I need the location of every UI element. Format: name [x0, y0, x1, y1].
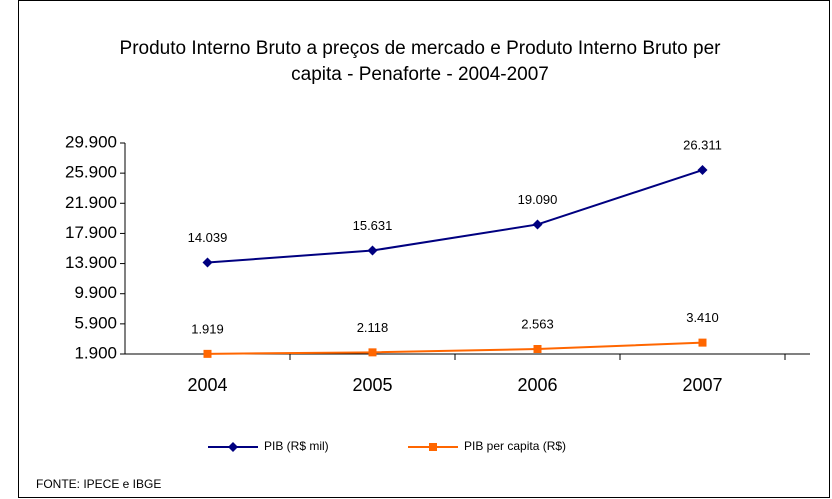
y-tick-label: 17.900 [65, 223, 117, 242]
data-label: 14.039 [188, 230, 228, 245]
data-label: 26.311 [683, 137, 722, 152]
point [368, 348, 377, 357]
point [367, 245, 378, 256]
y-tick-label: 29.900 [65, 132, 117, 151]
y-tick-label: 9.900 [74, 283, 117, 302]
series-line [207, 169, 703, 264]
x-tick-label: 2004 [187, 375, 227, 395]
data-label: 19.090 [518, 192, 558, 207]
legend-marker [228, 442, 238, 452]
y-tick-label: 25.900 [65, 163, 117, 182]
legend-label: PIB per capita (R$) [464, 439, 566, 453]
y-tick-label: 1.900 [74, 343, 117, 362]
y-tick-label: 13.900 [65, 253, 117, 272]
point [697, 165, 708, 176]
chart-frame [18, 0, 830, 498]
x-tick-label: 2005 [352, 375, 392, 395]
data-label: 1.919 [191, 321, 224, 336]
series-line [207, 341, 703, 355]
point [203, 349, 212, 358]
point [202, 257, 213, 268]
chart-title: Produto Interno Bruto a preços de mercad… [119, 38, 721, 85]
data-label: 2.563 [521, 316, 554, 331]
x-tick-label: 2006 [517, 375, 557, 395]
point [698, 338, 707, 347]
point [532, 219, 543, 230]
x-tick-label: 2007 [682, 375, 722, 395]
data-label: 15.631 [353, 218, 393, 233]
legend-label: PIB (R$ mil) [264, 439, 329, 453]
data-label: 3.410 [686, 310, 719, 325]
legend-marker [429, 443, 437, 451]
y-tick-label: 21.900 [65, 193, 117, 212]
point [533, 345, 542, 354]
y-tick-label: 5.900 [74, 313, 117, 332]
source: FONTE: IPECE e IBGE [36, 477, 161, 491]
data-label: 2.118 [357, 320, 389, 335]
